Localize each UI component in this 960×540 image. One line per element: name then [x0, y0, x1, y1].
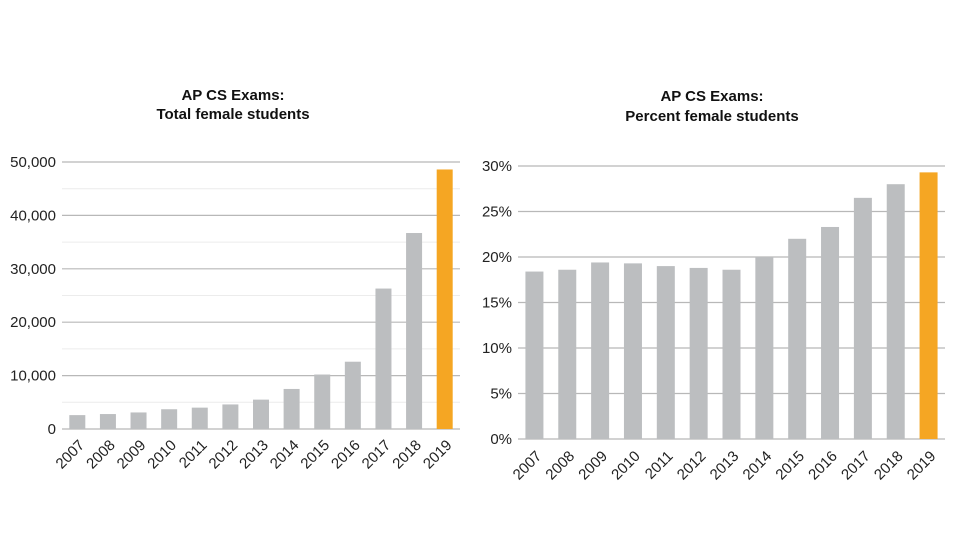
x-tick-label: 2010	[144, 437, 180, 473]
x-tick-label: 2017	[838, 448, 874, 484]
x-tick-label: 2018	[389, 437, 425, 473]
bar	[722, 269, 741, 439]
y-tick-label: 20,000	[10, 314, 56, 331]
y-tick-label: 30%	[482, 158, 512, 175]
x-tick-label: 2016	[805, 448, 841, 484]
x-tick-label: 2019	[904, 448, 940, 484]
y-tick-label: 30,000	[10, 261, 56, 278]
x-tick-label: 2015	[772, 448, 808, 484]
x-tick-label: 2018	[871, 448, 907, 484]
x-tick-label: 2012	[206, 437, 242, 473]
bar	[853, 197, 872, 439]
bar	[191, 407, 208, 429]
x-tick-label: 2009	[575, 448, 611, 484]
bar	[919, 172, 938, 439]
bar	[161, 409, 178, 429]
x-tick-label: 2011	[176, 437, 211, 472]
chart-title-line1: AP CS Exams:	[181, 87, 284, 104]
x-tick-label: 2014	[267, 437, 303, 473]
chart-title-line2: Percent female students	[625, 108, 798, 125]
chart-title-line1: AP CS Exams:	[660, 88, 763, 105]
bar	[558, 269, 577, 439]
bar	[591, 262, 610, 439]
x-tick-label: 2011	[642, 448, 677, 483]
bar	[406, 233, 423, 429]
bar	[623, 263, 642, 439]
bar	[436, 169, 453, 429]
y-tick-label: 5%	[490, 386, 512, 403]
y-tick-label: 20%	[482, 249, 512, 266]
bar	[656, 266, 675, 439]
bar	[755, 257, 774, 439]
x-tick-label: 2007	[53, 437, 89, 473]
bar	[821, 226, 840, 439]
y-tick-label: 50,000	[10, 154, 56, 171]
x-tick-label: 2012	[674, 448, 710, 484]
x-tick-label: 2019	[420, 437, 456, 473]
bar	[375, 288, 392, 429]
bar	[689, 267, 708, 439]
bar	[69, 415, 86, 429]
x-tick-label: 2008	[542, 448, 578, 484]
chart-title-line2: Total female students	[156, 106, 309, 123]
y-tick-label: 15%	[482, 295, 512, 312]
x-tick-label: 2008	[83, 437, 119, 473]
bar	[222, 404, 239, 429]
y-tick-label: 10,000	[10, 368, 56, 385]
y-tick-label: 0%	[490, 431, 512, 448]
bar	[99, 414, 116, 429]
bar	[525, 271, 544, 439]
x-tick-label: 2015	[297, 437, 333, 473]
chart-total-female-students: AP CS Exams: Total female students 0 10,0…	[10, 87, 460, 472]
y-tick-label: 25%	[482, 204, 512, 221]
bar	[314, 374, 331, 429]
bar	[886, 184, 905, 439]
x-tick-label: 2014	[740, 448, 776, 484]
x-tick-label: 2010	[608, 448, 644, 484]
bar	[283, 388, 300, 429]
bar	[344, 361, 361, 429]
bar	[788, 238, 807, 439]
x-tick-label: 2007	[510, 448, 546, 484]
x-tick-label: 2013	[236, 437, 272, 473]
x-tick-label: 2009	[114, 437, 150, 473]
x-tick-label: 2017	[359, 437, 395, 473]
bar	[253, 399, 269, 429]
y-tick-label: 0	[48, 421, 56, 438]
x-tick-label: 2016	[328, 437, 364, 473]
y-tick-label: 40,000	[10, 207, 56, 224]
chart-percent-female-students: AP CS Exams: Percent female students 0% 5…	[482, 88, 945, 483]
x-tick-label: 2013	[707, 448, 743, 484]
y-tick-label: 10%	[482, 340, 512, 357]
bar	[130, 412, 147, 429]
